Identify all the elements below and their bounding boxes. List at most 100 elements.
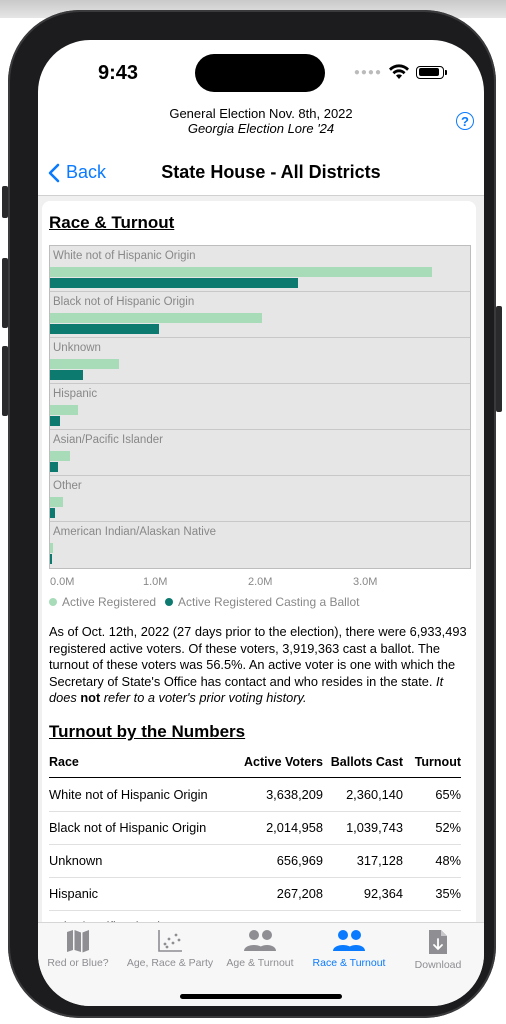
cell-race: Unknown: [49, 853, 103, 868]
people-icon: [333, 930, 365, 951]
phone-screen: 9:43 ●●●● General Election Nov. 8th, 202…: [38, 40, 484, 1006]
legend-registered-label: Active Registered: [62, 595, 157, 609]
status-time: 9:43: [98, 62, 139, 84]
tab-download[interactable]: Download: [390, 929, 484, 971]
legend-cast-dot: [165, 598, 174, 606]
header-race: Race: [49, 755, 79, 769]
x-tick-label: 1.0M: [143, 576, 168, 588]
wifi-icon: [389, 64, 409, 79]
bar-active-registered: [50, 405, 79, 415]
bar-casting-ballot: [50, 278, 298, 288]
table-row: Unknown 656,969 317,128 48%: [49, 844, 461, 878]
cell-race: Black not of Hispanic Origin: [49, 820, 207, 835]
power-button: [496, 306, 502, 412]
tab-label: Age & Turnout: [226, 957, 294, 969]
cell-active-voters: 3,638,209: [266, 787, 323, 802]
tab-race-turnout[interactable]: Race & Turnout: [301, 929, 397, 969]
tab-bar: Red or Blue? Age, Race & Party: [38, 922, 484, 1006]
legend-registered-dot: [49, 598, 57, 606]
description-main: As of Oct. 12th, 2022 (27 days prior to …: [49, 624, 467, 689]
chart-legend: Active Registered Active Registered Cast…: [49, 595, 359, 609]
description-bold: not: [80, 690, 101, 705]
table-row: Hispanic 267,208 92,364 35%: [49, 877, 461, 911]
tab-label: Download: [414, 959, 462, 971]
tab-red-or-blue[interactable]: Red or Blue?: [38, 929, 126, 969]
race-turnout-chart: White not of Hispanic Origin Black not of…: [49, 245, 471, 569]
dynamic-island: [195, 54, 325, 92]
chart-category-row: Hispanic: [50, 384, 470, 430]
content-card: Race & Turnout White not of Hispanic Ori…: [42, 201, 476, 922]
tab-age-race-party[interactable]: Age, Race & Party: [122, 929, 218, 969]
app-header: General Election Nov. 8th, 2022 Georgia …: [38, 106, 484, 136]
description-italic-b: refer to a voter's prior voting history.: [100, 690, 307, 705]
chart-category-row: Unknown: [50, 338, 470, 384]
table-header: Race Active Voters Ballots Cast Turnout: [49, 749, 461, 778]
x-tick-label: 3.0M: [353, 576, 378, 588]
help-icon[interactable]: ?: [456, 112, 474, 130]
header-active-voters: Active Voters: [244, 755, 323, 769]
bar-active-registered: [50, 543, 54, 553]
cell-ballots-cast: 317,128: [356, 853, 403, 868]
signal-icon: ●●●●: [353, 66, 382, 78]
cell-active-voters: 656,969: [276, 853, 323, 868]
header-turnout: Turnout: [414, 755, 461, 769]
description-italic-a: It does: [49, 673, 444, 706]
table-row: Black not of Hispanic Origin 2,014,958 1,0…: [49, 811, 461, 845]
cell-turnout: 65%: [435, 787, 461, 802]
category-label: Hispanic: [53, 388, 98, 400]
turnout-description: As of Oct. 12th, 2022 (27 days prior to …: [49, 624, 469, 707]
cell-race: White not of Hispanic Origin: [49, 787, 208, 802]
category-label: White not of Hispanic Origin: [53, 250, 196, 262]
header-ballots-cast: Ballots Cast: [330, 755, 403, 769]
cell-race: Hispanic: [49, 886, 99, 901]
phone-frame: 9:43 ●●●● General Election Nov. 8th, 202…: [2, 10, 502, 1018]
action-button: [2, 186, 8, 218]
cell-turnout: 41%: [435, 919, 461, 922]
home-indicator[interactable]: [180, 994, 342, 999]
cell-turnout: 48%: [435, 853, 461, 868]
category-label: Other: [53, 480, 82, 492]
chart-category-row: White not of Hispanic Origin: [50, 246, 470, 292]
cell-active-voters: 267,208: [276, 886, 323, 901]
tab-age-turnout[interactable]: Age & Turnout: [212, 929, 308, 969]
cell-active-voters: 2,014,958: [266, 820, 323, 835]
scroll-content[interactable]: Race & Turnout White not of Hispanic Ori…: [38, 196, 484, 922]
cell-active-voters: 193,697: [277, 919, 323, 922]
bar-casting-ballot: [50, 324, 160, 334]
cell-ballots-cast: 80,280: [364, 919, 403, 922]
cell-turnout: 52%: [435, 820, 461, 835]
chart-category-row: Black not of Hispanic Origin: [50, 292, 470, 338]
navigation-bar: Back State House - All Districts: [38, 154, 484, 194]
volume-up-button: [2, 258, 8, 328]
tab-label: Red or Blue?: [47, 957, 109, 969]
back-label: Back: [66, 162, 107, 182]
battery-icon: [416, 65, 447, 79]
race-turnout-title: Race & Turnout: [49, 213, 175, 232]
chart-category-row: American Indian/Alaskan Native: [50, 522, 470, 568]
table-row: Asian/Pacific Islander 193,697 80,280 41%: [49, 910, 461, 922]
legend-cast-label: Active Registered Casting a Ballot: [178, 595, 360, 609]
chart-category-row: Asian/Pacific Islander: [50, 430, 470, 476]
bar-casting-ballot: [50, 508, 56, 518]
cell-ballots-cast: 92,364: [363, 886, 403, 901]
chart-category-row: Other: [50, 476, 470, 522]
bar-active-registered: [50, 267, 432, 277]
tab-label: Age, Race & Party: [126, 957, 214, 969]
back-button[interactable]: Back: [48, 162, 106, 183]
bar-active-registered: [50, 313, 262, 323]
tab-label: Race & Turnout: [312, 957, 386, 969]
category-label: Unknown: [53, 342, 101, 354]
chevron-left-icon: [48, 163, 60, 182]
scatter-icon: [158, 930, 182, 952]
bar-active-registered: [50, 497, 64, 507]
bar-active-registered: [50, 451, 71, 461]
download-icon: [429, 930, 447, 954]
map-icon: [67, 930, 89, 953]
turnout-numbers-title: Turnout by the Numbers: [49, 722, 246, 741]
category-label: Asian/Pacific Islander: [53, 434, 163, 446]
bar-active-registered: [50, 359, 119, 369]
cell-turnout: 35%: [435, 886, 461, 901]
bar-casting-ballot: [50, 370, 84, 380]
status-icons: ●●●●: [353, 64, 447, 80]
